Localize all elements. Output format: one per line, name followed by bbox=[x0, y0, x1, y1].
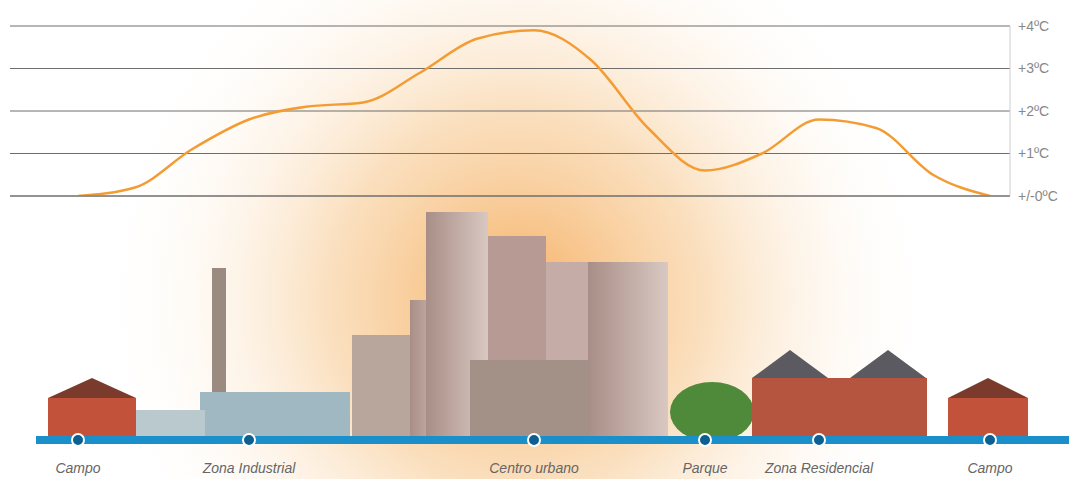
svg-text:+4ºC: +4ºC bbox=[1018, 18, 1049, 34]
svg-text:Zona Industrial: Zona Industrial bbox=[202, 460, 296, 476]
svg-text:+3ºC: +3ºC bbox=[1018, 60, 1049, 76]
svg-text:Zona Residencial: Zona Residencial bbox=[764, 460, 874, 476]
svg-text:Centro urbano: Centro urbano bbox=[489, 460, 579, 476]
svg-text:+/-0ºC: +/-0ºC bbox=[1018, 188, 1058, 204]
svg-text:+1ºC: +1ºC bbox=[1018, 145, 1049, 161]
svg-text:Campo: Campo bbox=[967, 460, 1012, 476]
svg-text:Parque: Parque bbox=[682, 460, 727, 476]
svg-text:Campo: Campo bbox=[55, 460, 100, 476]
svg-text:+2ºC: +2ºC bbox=[1018, 103, 1049, 119]
